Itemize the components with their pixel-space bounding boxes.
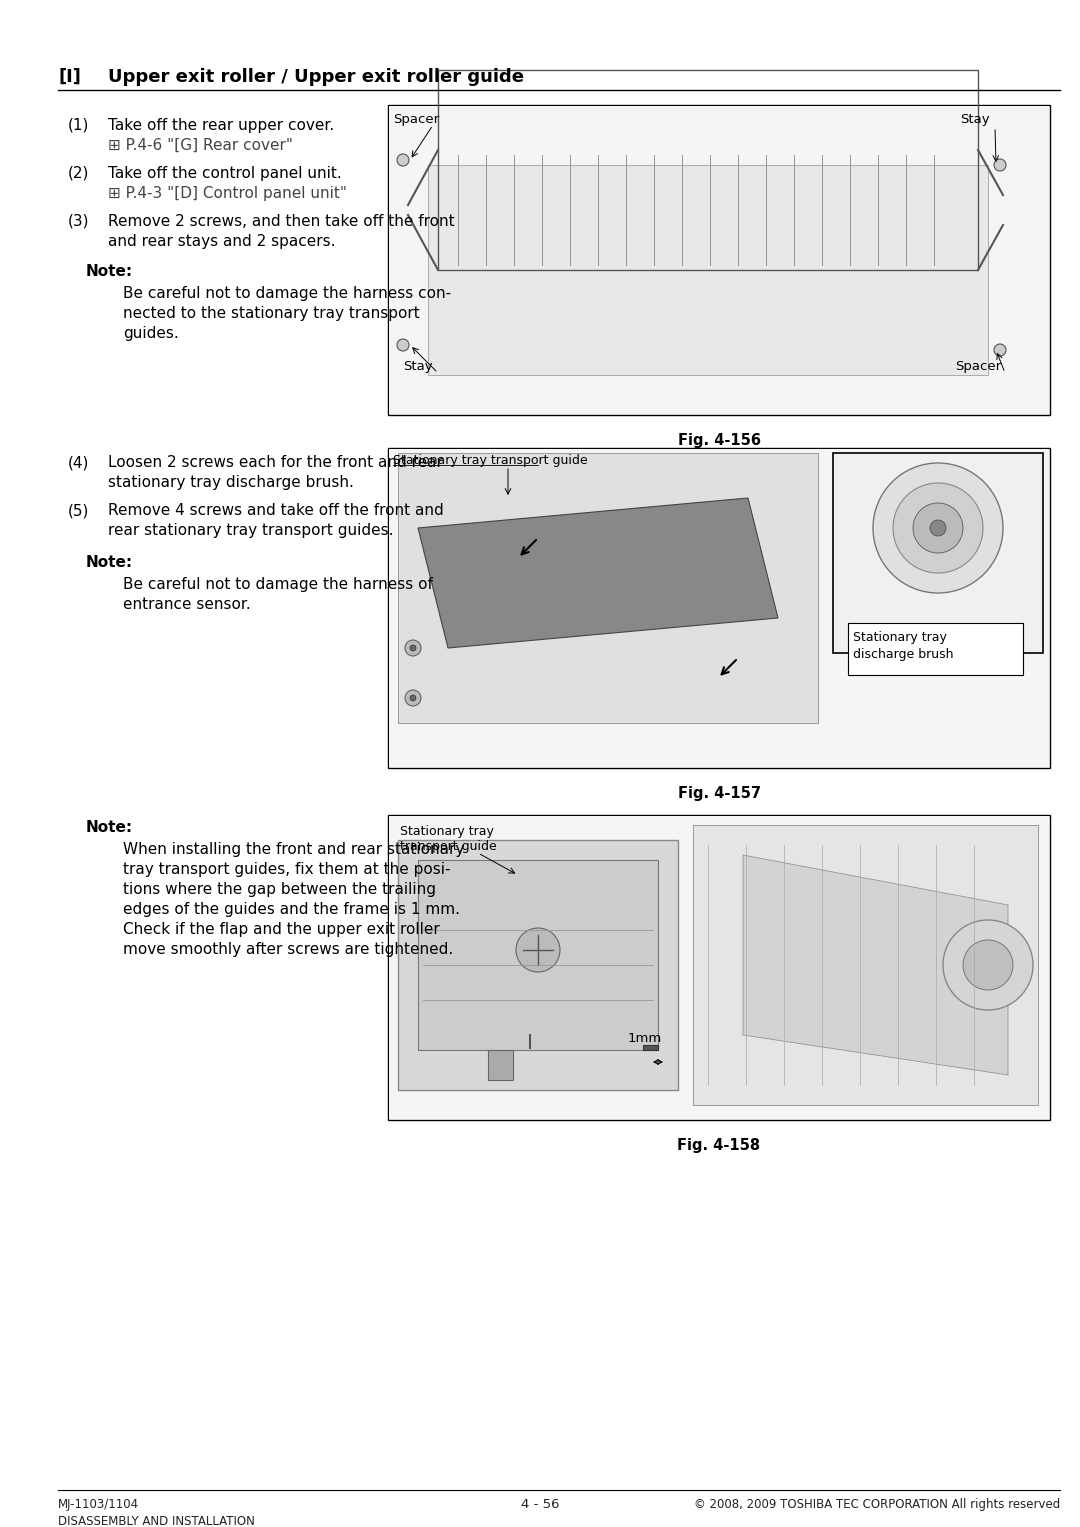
Bar (389, 449, 1049, 767)
Text: (1): (1) (68, 118, 90, 133)
Text: move smoothly after screws are tightened.: move smoothly after screws are tightened… (123, 942, 454, 957)
Text: Stay: Stay (960, 113, 989, 127)
Circle shape (397, 339, 409, 351)
Circle shape (893, 483, 983, 573)
Circle shape (397, 154, 409, 166)
Bar (388, 815, 1050, 1119)
Text: Stationary tray: Stationary tray (400, 825, 494, 838)
Polygon shape (418, 498, 778, 647)
Text: (5): (5) (68, 502, 90, 518)
Bar (488, 1051, 513, 1080)
Circle shape (405, 640, 421, 657)
Circle shape (516, 928, 561, 973)
Text: tions where the gap between the trailing: tions where the gap between the trailing (123, 883, 436, 896)
Text: Stationary tray: Stationary tray (853, 631, 947, 644)
Text: [I]: [I] (58, 69, 81, 86)
Text: transport guide: transport guide (400, 840, 497, 854)
Text: Note:: Note: (86, 264, 133, 279)
Bar (643, 1044, 658, 1051)
Text: 1mm: 1mm (627, 1032, 662, 1044)
Text: Remove 4 screws and take off the front and: Remove 4 screws and take off the front a… (108, 502, 444, 518)
Text: Loosen 2 screws each for the front and rear: Loosen 2 screws each for the front and r… (108, 455, 443, 470)
Circle shape (994, 159, 1005, 171)
Bar (418, 860, 658, 1051)
Text: 4 - 56: 4 - 56 (521, 1498, 559, 1512)
Text: (2): (2) (68, 166, 90, 182)
Text: Be careful not to damage the harness of: Be careful not to damage the harness of (123, 577, 433, 592)
Bar (389, 105, 1049, 414)
Bar (693, 825, 1038, 1106)
Bar (848, 623, 1023, 675)
Bar (428, 165, 988, 376)
Bar (399, 454, 818, 722)
Text: edges of the guides and the frame is 1 mm.: edges of the guides and the frame is 1 m… (123, 902, 460, 918)
Circle shape (410, 695, 416, 701)
Circle shape (410, 644, 416, 651)
Text: Note:: Note: (86, 820, 133, 835)
Circle shape (913, 502, 963, 553)
Text: nected to the stationary tray transport: nected to the stationary tray transport (123, 305, 420, 321)
Text: When installing the front and rear stationary: When installing the front and rear stati… (123, 841, 464, 857)
Text: discharge brush: discharge brush (853, 647, 954, 661)
Text: Fig. 4-156: Fig. 4-156 (677, 434, 760, 447)
Text: tray transport guides, fix them at the posi-: tray transport guides, fix them at the p… (123, 863, 450, 876)
Circle shape (994, 344, 1005, 356)
Polygon shape (743, 855, 1008, 1075)
Bar (389, 815, 1049, 1119)
Text: rear stationary tray transport guides.: rear stationary tray transport guides. (108, 524, 393, 538)
Bar (833, 454, 1043, 654)
Bar (399, 840, 678, 1090)
Text: DISASSEMBLY AND INSTALLATION: DISASSEMBLY AND INSTALLATION (58, 1515, 255, 1527)
Text: Spacer: Spacer (393, 113, 440, 127)
Text: Be careful not to damage the harness con-: Be careful not to damage the harness con… (123, 286, 451, 301)
Circle shape (930, 521, 946, 536)
Bar (388, 105, 1050, 415)
Text: Spacer: Spacer (955, 360, 1001, 373)
Bar (388, 447, 1050, 768)
Text: Remove 2 screws, and then take off the front: Remove 2 screws, and then take off the f… (108, 214, 455, 229)
Text: guides.: guides. (123, 325, 179, 341)
Text: entrance sensor.: entrance sensor. (123, 597, 251, 612)
Text: © 2008, 2009 TOSHIBA TEC CORPORATION All rights reserved: © 2008, 2009 TOSHIBA TEC CORPORATION All… (693, 1498, 1059, 1512)
Text: stationary tray discharge brush.: stationary tray discharge brush. (108, 475, 354, 490)
Circle shape (963, 941, 1013, 989)
Text: Note:: Note: (86, 554, 133, 570)
Text: Check if the flap and the upper exit roller: Check if the flap and the upper exit rol… (123, 922, 440, 938)
Bar (438, 70, 978, 270)
Text: ⊞ P.4-6 "[G] Rear cover": ⊞ P.4-6 "[G] Rear cover" (108, 137, 293, 153)
Text: Fig. 4-157: Fig. 4-157 (677, 786, 760, 802)
Text: Take off the control panel unit.: Take off the control panel unit. (108, 166, 341, 182)
Text: ⊞ P.4-3 "[D] Control panel unit": ⊞ P.4-3 "[D] Control panel unit" (108, 186, 347, 202)
Text: Stay: Stay (403, 360, 433, 373)
Circle shape (873, 463, 1003, 592)
Text: Take off the rear upper cover.: Take off the rear upper cover. (108, 118, 334, 133)
Text: Fig. 4-158: Fig. 4-158 (677, 1138, 760, 1153)
Text: (4): (4) (68, 455, 90, 470)
Circle shape (943, 919, 1032, 1009)
Text: and rear stays and 2 spacers.: and rear stays and 2 spacers. (108, 234, 336, 249)
Text: Upper exit roller / Upper exit roller guide: Upper exit roller / Upper exit roller gu… (108, 69, 524, 86)
Text: MJ-1103/1104: MJ-1103/1104 (58, 1498, 139, 1512)
Text: Stationary tray transport guide: Stationary tray transport guide (393, 454, 588, 467)
Circle shape (405, 690, 421, 705)
Text: (3): (3) (68, 214, 90, 229)
